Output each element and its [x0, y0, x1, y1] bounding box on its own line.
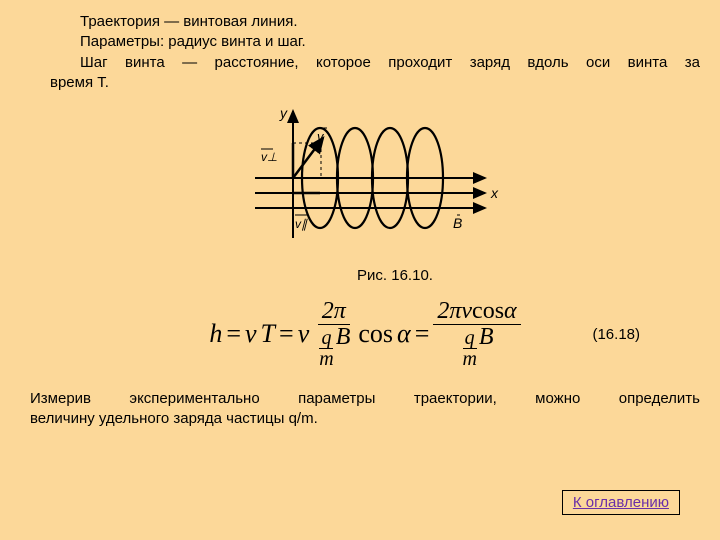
sym-m-2: m: [460, 349, 478, 369]
intro-line-4: время T.: [50, 73, 700, 93]
sym-v-1: v: [245, 319, 257, 349]
helix-diagram: y x B v v⊥ v∥: [30, 103, 700, 257]
two-pi-1: 2π: [322, 298, 346, 324]
sym-eq-2: =: [279, 319, 294, 349]
formula: h = v T = v 2π q m B cos α = 2πvcosα q: [209, 299, 520, 369]
subfrac-1: q m: [317, 328, 335, 369]
frac-1: 2π q m B: [313, 299, 354, 369]
sym-m-1: m: [317, 349, 335, 369]
outro-line-1: Измерив экспериментально параметры траек…: [30, 389, 700, 409]
outro-text: Измерив экспериментально параметры траек…: [30, 389, 700, 430]
subfrac-2: q m: [460, 328, 478, 369]
two-pi-v: 2πv: [437, 298, 472, 324]
sym-eq-3: =: [415, 319, 430, 349]
y-axis-label: y: [279, 105, 288, 121]
equation-number: (16.18): [592, 326, 640, 343]
sym-B-1: B: [336, 324, 351, 350]
sym-alpha-1: α: [397, 319, 411, 349]
frac-2: 2πvcosα q m B: [433, 299, 520, 369]
sym-cos-2: cos: [472, 298, 504, 324]
sym-eq-1: =: [226, 319, 241, 349]
sym-T: T: [261, 319, 275, 349]
x-axis-label: x: [490, 185, 499, 201]
intro-text: Траектория — винтовая линия. Параметры: …: [80, 12, 700, 93]
v-label: v: [317, 129, 325, 144]
intro-line-1: Траектория — винтовая линия.: [80, 12, 700, 32]
sym-v-2: v: [298, 319, 310, 349]
toc-link[interactable]: К оглавлению: [562, 490, 680, 515]
intro-line-2: Параметры: радиус винта и шаг.: [80, 32, 700, 52]
sym-alpha-2: α: [504, 298, 517, 324]
sym-q-1: q: [319, 328, 333, 349]
sym-h: h: [209, 319, 222, 349]
v-perp-label: v⊥: [261, 150, 277, 164]
figure-caption: Рис. 16.10.: [90, 267, 700, 284]
formula-row: h = v T = v 2π q m B cos α = 2πvcosα q: [30, 299, 700, 369]
intro-line-3: Шаг винта — расстояние, которое проходит…: [80, 53, 700, 73]
v-par-label: v∥: [295, 217, 308, 231]
b-label: B: [453, 215, 462, 231]
sym-cos-1: cos: [358, 319, 393, 349]
outro-line-2: величину удельного заряда частицы q/m.: [30, 410, 318, 427]
sym-q-2: q: [463, 328, 477, 349]
sym-B-2: B: [479, 324, 494, 350]
